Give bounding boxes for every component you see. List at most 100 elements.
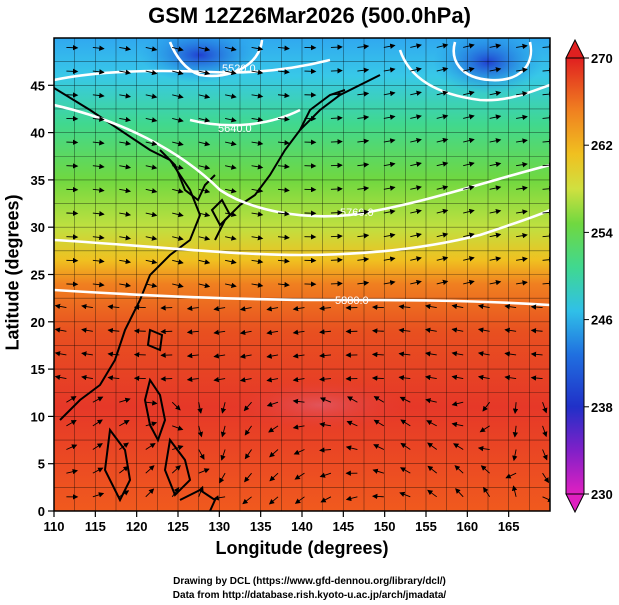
wind-arrow — [172, 70, 184, 76]
wind-arrow — [357, 114, 370, 121]
wind-arrow — [92, 69, 105, 75]
wind-arrow — [277, 258, 290, 264]
colorbar-tick-label: 230 — [591, 487, 613, 502]
wind-arrow — [92, 419, 103, 427]
wind-arrow — [330, 115, 343, 121]
wind-arrow — [145, 188, 158, 194]
wind-arrow — [427, 465, 438, 474]
wind-arrow — [436, 66, 449, 73]
wind-arrow — [410, 208, 422, 215]
wind-arrow — [277, 187, 290, 193]
wind-arrow — [81, 303, 93, 310]
wind-arrow — [373, 419, 385, 427]
wind-arrow — [410, 90, 422, 96]
wind-arrow — [542, 186, 550, 192]
wind-arrow — [489, 232, 502, 238]
wind-arrow — [119, 465, 129, 474]
wind-arrow — [451, 327, 464, 333]
wind-arrow — [357, 280, 370, 286]
wind-arrow — [483, 486, 491, 498]
wind-arrow — [512, 425, 519, 438]
colorbar-min-triangle — [565, 493, 585, 514]
wind-arrow — [489, 185, 502, 191]
wind-streamlines — [54, 43, 550, 505]
wind-arrow — [504, 304, 517, 310]
wind-arrow — [294, 472, 305, 480]
wind-arrow — [186, 376, 199, 382]
wind-arrow — [319, 305, 331, 311]
x-tick-label: 110 — [44, 519, 65, 534]
wind-arrow — [198, 259, 211, 265]
wind-arrow — [489, 209, 502, 215]
wind-arrow — [451, 421, 464, 428]
wind-arrow — [243, 401, 252, 412]
colorbar-tick-label: 262 — [591, 138, 613, 153]
wind-arrow — [119, 490, 130, 498]
colorbar-tick-label: 254 — [591, 225, 613, 240]
wind-arrow — [145, 211, 158, 218]
wind-arrow — [277, 140, 290, 146]
wind-arrow — [172, 46, 184, 52]
x-tick-label: 145 — [332, 519, 354, 534]
wind-arrow — [451, 303, 464, 310]
wind-arrow — [225, 235, 237, 241]
y-tick-label: 25 — [31, 268, 45, 283]
wind-arrow — [145, 164, 158, 170]
wind-arrow — [330, 233, 343, 240]
wind-arrow — [107, 351, 120, 357]
wind-arrow — [512, 402, 519, 415]
wind-arrow — [425, 398, 437, 404]
wind-arrow — [107, 375, 120, 381]
wind-arrow — [530, 351, 543, 358]
wind-arrow — [119, 164, 132, 170]
wind-arrow — [383, 90, 396, 97]
wind-arrow — [239, 353, 252, 359]
wind-arrow — [512, 449, 518, 462]
wind-arrow — [198, 164, 211, 170]
y-tick-label: 15 — [31, 362, 45, 377]
wind-arrow — [119, 397, 131, 403]
wind-arrow — [292, 376, 305, 383]
contour-label-5880: 5880.0 — [335, 295, 369, 307]
wind-arrow — [410, 161, 422, 167]
wind-arrow — [357, 91, 370, 97]
wind-arrow — [489, 90, 502, 97]
wind-arrow — [399, 396, 411, 403]
wind-arrow — [399, 467, 411, 474]
wind-arrow — [244, 472, 252, 483]
wind-arrow — [145, 421, 158, 427]
wind-arrow — [504, 327, 517, 334]
wind-arrow — [330, 44, 343, 50]
wind-arrow — [225, 211, 237, 218]
wind-arrow — [277, 234, 290, 241]
wind-arrow — [145, 69, 158, 76]
wind-arrow — [383, 280, 396, 286]
wind-arrow — [266, 329, 279, 336]
wind-arrow — [371, 328, 384, 334]
wind-arrow — [542, 472, 550, 484]
wind-arrow — [330, 162, 343, 169]
wind-arrow — [542, 209, 550, 216]
wind-arrow — [107, 327, 120, 334]
wind-arrow — [171, 487, 180, 498]
wind-arrow — [119, 258, 132, 265]
wind-arrow — [463, 232, 475, 238]
wind-arrow — [251, 282, 264, 288]
wind-arrow — [172, 164, 184, 170]
wind-arrow — [145, 235, 158, 241]
wind-arrow — [92, 116, 105, 122]
x-axis-ticks: 110 115 120 125 130 135 140 145 150 155 160 165 — [44, 511, 520, 534]
wind-arrow — [463, 114, 475, 120]
wind-arrow — [92, 492, 105, 498]
map-plot-area: 5880.0 5760.0 5640.0 5520.0 — [54, 38, 550, 511]
wind-arrow — [410, 185, 422, 191]
wind-arrow — [516, 114, 528, 121]
x-tick-label: 150 — [374, 519, 396, 534]
wind-arrow — [251, 211, 264, 217]
wind-arrow — [225, 93, 237, 99]
wind-arrow — [292, 353, 305, 359]
wind-arrow — [266, 401, 279, 407]
wind-arrow — [172, 141, 184, 147]
wind-arrow — [425, 327, 437, 333]
wind-arrow — [330, 209, 343, 216]
